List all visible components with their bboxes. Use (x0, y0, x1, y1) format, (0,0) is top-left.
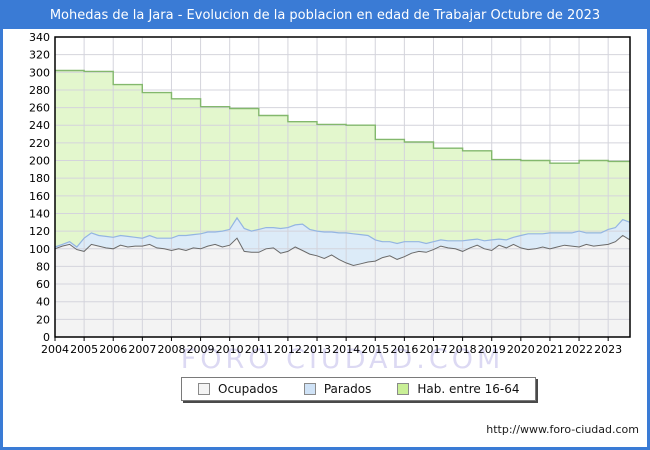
y-tick-label: 220 (29, 137, 50, 150)
x-tick-label: 2004 (41, 343, 69, 356)
y-tick-label: 180 (29, 172, 50, 185)
x-tick-label: 2007 (128, 343, 156, 356)
x-tick-label: 2012 (274, 343, 302, 356)
y-tick-label: 260 (29, 102, 50, 115)
x-tick-label: 2018 (449, 343, 477, 356)
y-tick-label: 280 (29, 84, 50, 97)
x-tick-label: 2013 (303, 343, 331, 356)
y-tick-label: 140 (29, 207, 50, 220)
y-tick-label: 160 (29, 190, 50, 203)
screenshot-root: { "header": { "title": "Mohedas de la Ja… (0, 0, 650, 450)
x-tick-label: 2019 (478, 343, 506, 356)
y-tick-label: 40 (36, 296, 50, 309)
chart-legend: Ocupados Parados Hab. entre 16-64 (181, 377, 536, 401)
legend-label-parados: Parados (324, 382, 372, 396)
y-tick-label: 120 (29, 225, 50, 238)
x-tick-label: 2014 (332, 343, 360, 356)
x-tick-label: 2011 (245, 343, 273, 356)
parados-swatch-icon (304, 383, 316, 395)
foro-ciudad-url[interactable]: http://www.foro-ciudad.com (486, 423, 639, 436)
x-tick-label: 2020 (507, 343, 535, 356)
y-tick-label: 320 (29, 49, 50, 62)
y-tick-label: 300 (29, 66, 50, 79)
y-tick-label: 100 (29, 243, 50, 256)
x-tick-label: 2015 (361, 343, 389, 356)
x-tick-label: 2016 (390, 343, 418, 356)
y-tick-label: 340 (29, 31, 50, 44)
legend-item-hab: Hab. entre 16-64 (397, 382, 519, 396)
ocupados-swatch-icon (198, 383, 210, 395)
x-tick-label: 2023 (594, 343, 622, 356)
x-tick-label: 2009 (187, 343, 215, 356)
x-tick-label: 2017 (419, 343, 447, 356)
x-tick-label: 2021 (536, 343, 564, 356)
hab-swatch-icon (397, 383, 409, 395)
y-tick-label: 200 (29, 155, 50, 168)
legend-item-parados: Parados (304, 382, 372, 396)
y-tick-label: 80 (36, 260, 50, 273)
legend-label-ocupados: Ocupados (218, 382, 278, 396)
x-tick-label: 2008 (157, 343, 185, 356)
y-tick-label: 240 (29, 119, 50, 132)
y-tick-label: 60 (36, 278, 50, 291)
x-tick-label: 2010 (216, 343, 244, 356)
legend-item-ocupados: Ocupados (198, 382, 278, 396)
x-tick-label: 2006 (99, 343, 127, 356)
x-tick-label: 2022 (565, 343, 593, 356)
legend-label-hab: Hab. entre 16-64 (417, 382, 519, 396)
x-tick-label: 2005 (70, 343, 98, 356)
y-tick-label: 20 (36, 313, 50, 326)
